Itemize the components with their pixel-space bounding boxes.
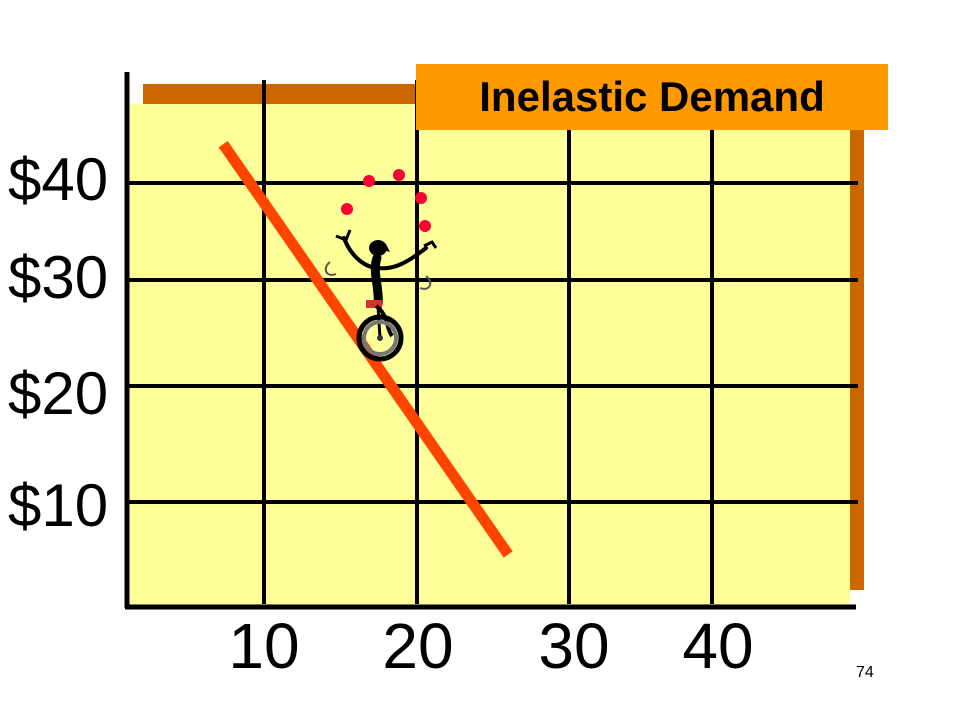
plot-shadow-right bbox=[848, 84, 864, 590]
axes bbox=[124, 72, 856, 610]
y-tick-label-40: $40 bbox=[8, 146, 109, 213]
y-tick-label-10: $10 bbox=[8, 472, 109, 539]
series-layer bbox=[218, 141, 513, 558]
chart-title-box: Inelastic Demand bbox=[416, 64, 888, 130]
chart-title: Inelastic Demand bbox=[479, 73, 825, 120]
x-tick-label-20: 20 bbox=[382, 610, 454, 682]
y-tick-label-20: $20 bbox=[8, 360, 109, 427]
unicycle-juggler-icon bbox=[324, 169, 438, 362]
x-tick-label-10: 10 bbox=[228, 610, 300, 682]
x-tick-label-40: 40 bbox=[682, 610, 754, 682]
page-number: 74 bbox=[856, 664, 874, 681]
demand-curve-line bbox=[218, 141, 513, 558]
x-tick-label-30: 30 bbox=[538, 610, 610, 682]
y-tick-label-30: $30 bbox=[8, 244, 109, 311]
